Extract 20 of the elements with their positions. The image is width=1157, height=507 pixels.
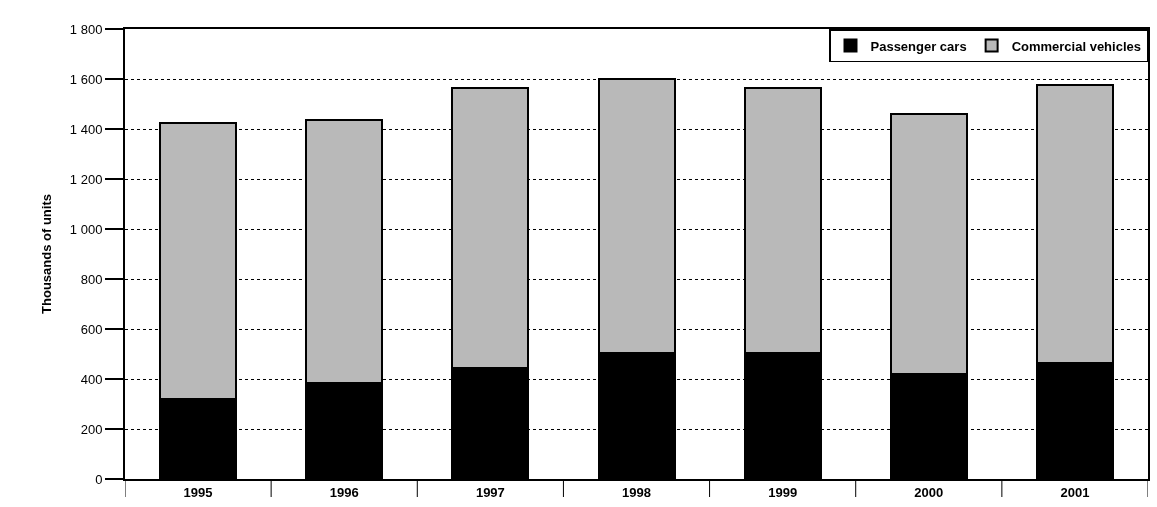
y-tick-label: 200 [80, 421, 103, 437]
y-tick-label: 1 800 [69, 21, 103, 37]
y-tick-label: 1 600 [69, 71, 103, 87]
y-tick-label: 0 [95, 471, 103, 487]
legend-label: Passenger cars [870, 38, 967, 54]
y-tick-label: 1 200 [69, 171, 103, 187]
y-tick-label: 800 [80, 271, 103, 287]
x-tick-label: 1995 [183, 484, 213, 500]
x-tick-label: 2001 [1060, 484, 1090, 500]
y-tick-label: 1 000 [69, 221, 103, 237]
x-tick-label: 1997 [475, 484, 505, 500]
y-tick-label: 400 [80, 371, 103, 387]
y-tick-label: 1 400 [69, 121, 103, 137]
y-tick-label: 600 [80, 321, 103, 337]
x-tick-label: 1996 [329, 484, 359, 500]
x-tick-label: 1998 [622, 484, 651, 500]
legend-label: Commercial vehicles [1011, 38, 1141, 54]
x-tick-label: 2000 [914, 484, 944, 500]
x-tick-label: 1999 [768, 484, 798, 500]
y-axis-title: Thousands of units [39, 194, 55, 314]
